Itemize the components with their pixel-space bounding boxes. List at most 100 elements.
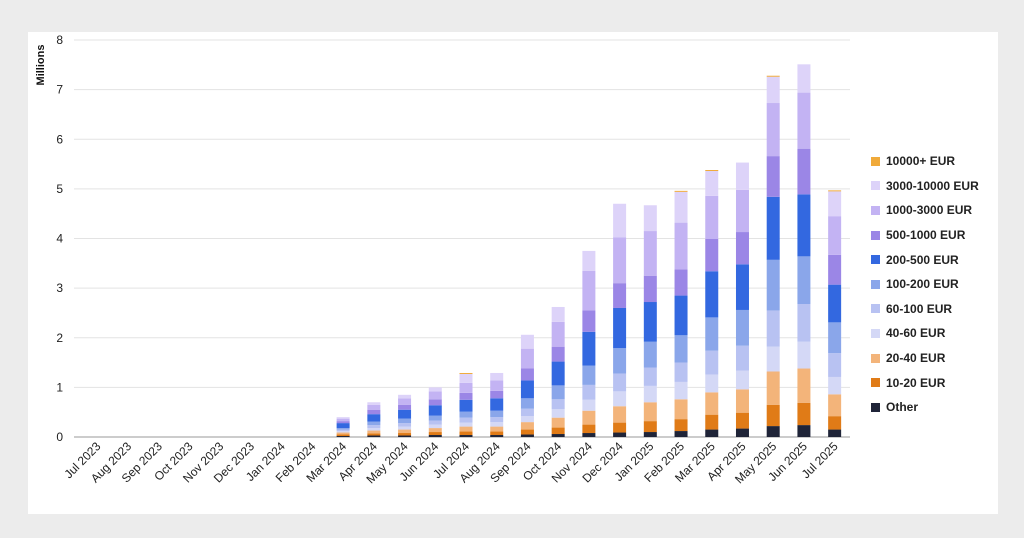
bar-segment <box>705 414 719 430</box>
bar-segment <box>613 406 627 423</box>
legend-label: 1000-3000 EUR <box>886 203 973 218</box>
bar-segment <box>428 432 442 436</box>
bar-segment <box>613 422 627 433</box>
bar-segment <box>459 372 473 374</box>
bar-segment <box>797 425 811 437</box>
bar-segment <box>828 216 842 255</box>
bar-stack <box>613 203 627 437</box>
bar-segment <box>520 422 534 430</box>
bar-segment <box>459 417 473 423</box>
bar-segment <box>367 414 381 422</box>
legend-item: 20-40 EUR <box>871 346 979 371</box>
bar-stack <box>520 334 534 437</box>
y-axis-ticks: 0 1 2 3 4 5 6 7 8 <box>56 33 63 444</box>
legend-item: 200-500 EUR <box>871 247 979 272</box>
bar-segment <box>828 394 842 417</box>
bar-segment <box>828 353 842 377</box>
bar-segment <box>459 382 473 393</box>
bar-segment <box>490 417 504 423</box>
y-tick-label: 1 <box>56 380 63 394</box>
legend-swatch <box>871 255 880 265</box>
bar-segment <box>551 346 565 362</box>
bar-segment <box>766 75 780 77</box>
legend-label: 10-20 EUR <box>886 375 946 390</box>
bar-segment <box>735 264 749 310</box>
bar-stack <box>490 372 504 437</box>
bar-segment <box>367 402 381 405</box>
bar-segment <box>766 196 780 260</box>
bar-stack <box>735 162 749 437</box>
bar-segment <box>705 171 719 196</box>
bar-segment <box>766 76 780 104</box>
legend-item: 3000-10000 EUR <box>871 174 979 199</box>
bar-segment <box>459 435 473 437</box>
bar-segment <box>797 304 811 342</box>
bar-segment <box>613 237 627 284</box>
bar-segment <box>735 189 749 233</box>
legend-label: 500-1000 EUR <box>886 228 966 243</box>
bar-segment <box>797 148 811 195</box>
bar-stack <box>797 64 811 437</box>
bar-segment <box>735 309 749 346</box>
bar-segment <box>490 410 504 418</box>
bar-stack <box>766 75 780 437</box>
bar-segment <box>797 368 811 403</box>
bar-segment <box>551 427 565 435</box>
bar-segment <box>828 190 842 192</box>
bar-segment <box>336 423 350 429</box>
bar-segment <box>705 392 719 415</box>
bar-segment <box>582 365 596 385</box>
bar-segment <box>828 191 842 217</box>
bar-segment <box>551 306 565 322</box>
legend-label: 60-100 EUR <box>886 301 953 316</box>
legend-item: 40-60 EUR <box>871 321 979 346</box>
bar-segment <box>367 435 381 437</box>
legend-item: 10000+ EUR <box>871 149 979 174</box>
bar-segment <box>336 431 350 433</box>
bar-segment <box>520 416 534 423</box>
bar-segment <box>705 271 719 318</box>
legend-label: 3000-10000 EUR <box>886 178 979 193</box>
bar-segment <box>428 420 442 425</box>
legend-swatch <box>871 353 880 363</box>
bar-segment <box>490 398 504 411</box>
bar-segment <box>797 256 811 305</box>
bar-segment <box>643 231 657 276</box>
bar-segment <box>398 398 412 405</box>
legend-item: 10-20 EUR <box>871 370 979 395</box>
bar-segment <box>674 269 688 296</box>
bar-segment <box>367 433 381 436</box>
bar-segment <box>643 367 657 386</box>
bar-segment <box>705 238 719 272</box>
bar-segment <box>613 391 627 407</box>
bar-segment <box>428 391 442 400</box>
bar-segment <box>643 205 657 232</box>
bar-segment <box>367 425 381 429</box>
bar-segment <box>490 435 504 437</box>
bar-segment <box>613 432 627 437</box>
bar-segment <box>797 92 811 149</box>
bar-segment <box>336 418 350 422</box>
bar-segment <box>613 348 627 374</box>
bar-segment <box>367 428 381 431</box>
bar-segment <box>643 275 657 303</box>
bar-segment <box>520 408 534 417</box>
bar-stack <box>459 372 473 437</box>
legend-item: 60-100 EUR <box>871 297 979 322</box>
bar-segment <box>766 404 780 427</box>
bar-segment <box>490 431 504 436</box>
legend-label: 10000+ EUR <box>886 154 956 169</box>
bar-segment <box>367 421 381 426</box>
bar-segment <box>336 429 350 432</box>
bar-segment <box>674 381 688 400</box>
bar-segment <box>613 373 627 392</box>
bar-segment <box>336 417 350 419</box>
y-tick-label: 5 <box>56 182 63 196</box>
legend-label: 200-500 EUR <box>886 252 959 267</box>
legend-label: Other <box>886 400 919 415</box>
bar-segment <box>735 345 749 371</box>
bar-segment <box>674 362 688 382</box>
legend-swatch <box>871 205 880 215</box>
bar-segment <box>551 385 565 400</box>
bar-segment <box>582 410 596 425</box>
